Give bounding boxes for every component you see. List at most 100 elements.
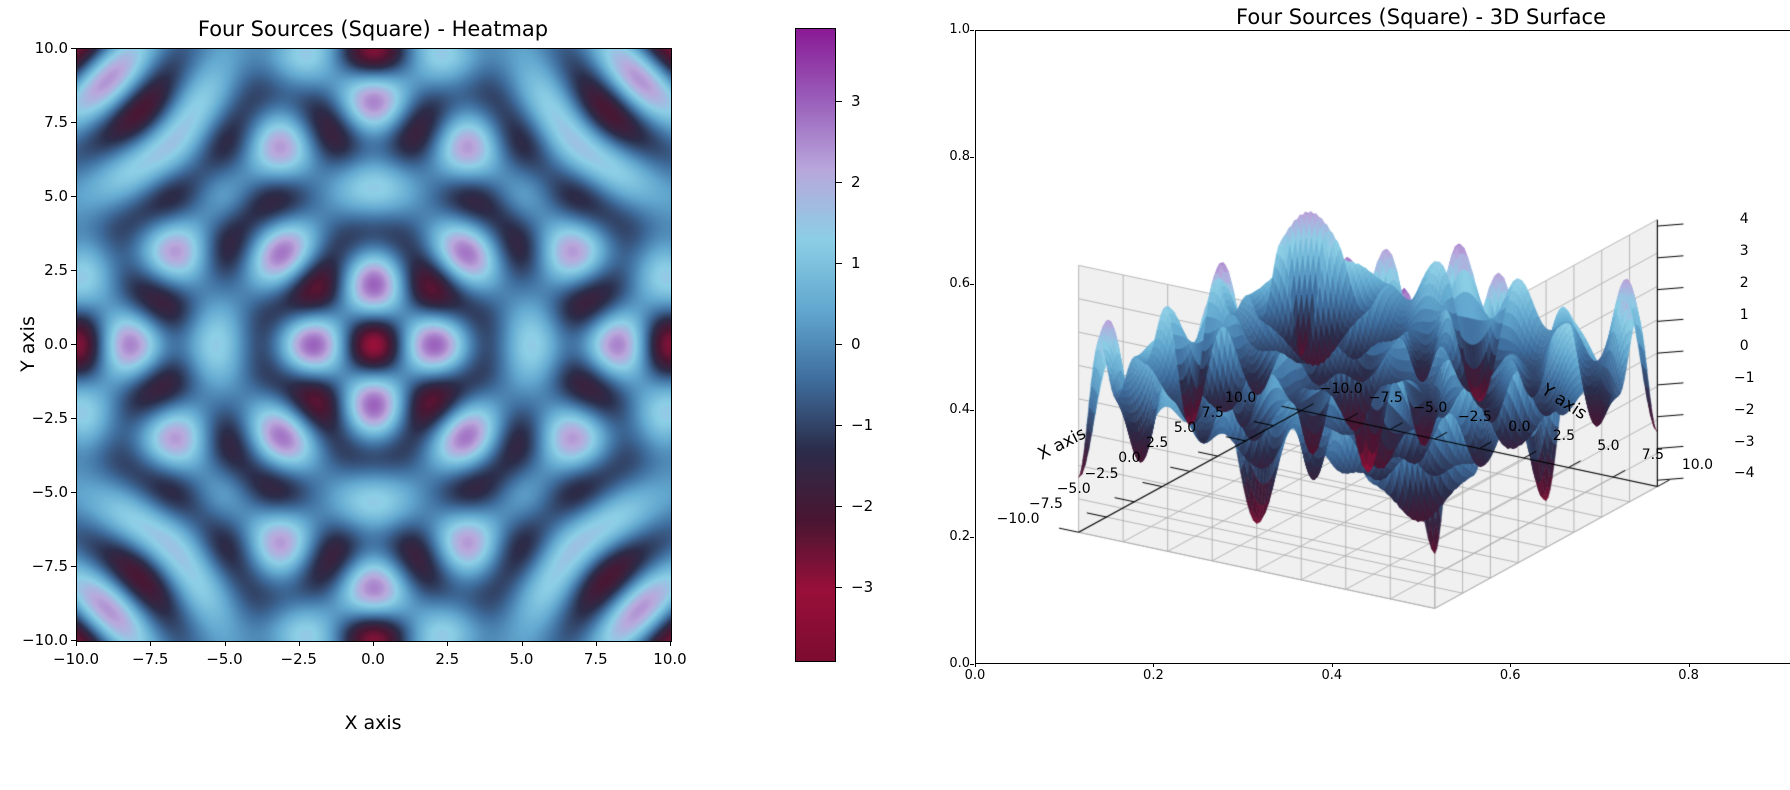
surface-xtick-label: −10.0 <box>996 511 1040 528</box>
colorbar-tick-label: 1 <box>851 253 861 272</box>
colorbar-tick-label: 0 <box>851 335 861 353</box>
heatmap-ytick-mark <box>71 492 76 493</box>
heatmap-ytick-mark <box>71 566 76 567</box>
surface-ztick-label: −4 <box>1733 465 1755 482</box>
heatmap-axes-area <box>76 48 672 642</box>
heatmap-xtick-mark <box>447 641 449 646</box>
outer-ytick-label: 0.4 <box>949 402 970 418</box>
heatmap-xtick-mark <box>373 641 374 646</box>
surface-ytick-label: 2.5 <box>1552 428 1575 445</box>
heatmap-ytick-label: 7.5 <box>44 113 68 131</box>
surface-ytick-label: 7.5 <box>1641 447 1665 464</box>
heatmap-xtick-label: −10.0 <box>53 650 99 668</box>
outer-xtick-mark <box>975 663 976 667</box>
colorbar-tick-mark <box>836 100 842 102</box>
heatmap-xtick-label: 2.5 <box>435 650 460 668</box>
colorbar-gradient <box>795 28 836 662</box>
heatmap-ytick-label: −2.5 <box>31 409 68 427</box>
heatmap-xtick-label: 10.0 <box>653 650 687 668</box>
colorbar-tick-mark <box>836 587 842 589</box>
outer-ytick-mark <box>970 537 974 539</box>
outer-ytick-mark <box>970 283 974 285</box>
outer-xtick-label: 0.2 <box>1143 668 1164 683</box>
outer-xtick-mark <box>1153 663 1155 667</box>
heatmap-xtick-mark <box>298 641 300 646</box>
outer-xtick-label: 0.6 <box>1499 668 1521 683</box>
outer-xtick-label: 0.4 <box>1321 668 1343 683</box>
outer-xtick-mark <box>1510 663 1512 667</box>
heatmap-title: Four Sources (Square) - Heatmap <box>197 17 549 41</box>
heatmap-xtick-label: 7.5 <box>583 650 608 668</box>
surface-ztick-label: 1 <box>1739 306 1749 323</box>
colorbar-tick-label: −1 <box>851 416 874 435</box>
heatmap-ytick-mark <box>71 640 76 641</box>
surface-xtick-label: 5.0 <box>1173 419 1197 436</box>
colorbar-tick-mark <box>836 506 842 508</box>
heatmap-ytick-label: 10.0 <box>34 39 68 57</box>
heatmap-x-axis-label: X axis <box>344 712 402 734</box>
heatmap-ytick-mark <box>71 270 76 271</box>
colorbar-tick-label: −3 <box>851 578 874 597</box>
outer-ytick-mark <box>970 664 974 665</box>
colorbar-tick-label: 2 <box>851 172 861 191</box>
heatmap-ytick-label: 2.5 <box>44 261 68 279</box>
surface-ytick-label: −10.0 <box>1319 380 1363 397</box>
heatmap-ytick-label: −10.0 <box>22 631 68 649</box>
heatmap-ytick-label: 0.0 <box>44 335 68 353</box>
colorbar-tick-mark <box>836 262 842 264</box>
colorbar-tick-mark <box>836 181 842 183</box>
outer-xtick-mark <box>1688 663 1690 667</box>
surface-ytick-label: 5.0 <box>1597 437 1620 454</box>
heatmap-xtick-label: −5.0 <box>206 650 243 668</box>
heatmap-xtick-mark <box>670 641 671 646</box>
outer-ytick-label: 0.2 <box>949 529 970 545</box>
colorbar-tick-label: −2 <box>851 497 874 516</box>
surface-xtick-label: −7.5 <box>1028 496 1063 513</box>
outer-xtick-label: 0.0 <box>964 668 986 683</box>
colorbar-tick-label: 3 <box>851 91 861 110</box>
surface-ytick-label: 0.0 <box>1508 418 1531 435</box>
heatmap-xtick-label: −7.5 <box>132 650 169 668</box>
surface-xtick-label: 2.5 <box>1146 435 1169 452</box>
surface-3d-plot <box>900 28 1790 668</box>
surface-xtick-label: 10.0 <box>1225 389 1257 406</box>
heatmap-ytick-mark <box>71 418 76 419</box>
heatmap-xtick-mark <box>224 641 226 646</box>
outer-ytick-mark <box>970 410 974 412</box>
surface-xtick-label: 0.0 <box>1118 450 1141 467</box>
outer-ytick-mark <box>970 30 974 31</box>
outer-ytick-label: 0.8 <box>949 148 970 164</box>
surface-ztick-label: 3 <box>1739 242 1749 259</box>
heatmap-ytick-mark <box>71 196 76 197</box>
surface-panel: Four Sources (Square) - 3D Surface 0.0 0.… <box>900 0 1790 790</box>
surface-ztick-label: −1 <box>1733 370 1755 387</box>
heatmap-ytick-mark <box>71 344 76 345</box>
heatmap-xtick-mark <box>521 641 523 646</box>
surface-xtick-label: −2.5 <box>1084 465 1119 482</box>
surface-ytick-label: 10.0 <box>1681 456 1714 473</box>
heatmap-ytick-mark <box>71 122 76 123</box>
surface-ztick-label: −3 <box>1733 433 1755 450</box>
colorbar-tick-mark <box>836 344 842 345</box>
heatmap-xtick-mark <box>150 641 152 646</box>
surface-ytick-label: −7.5 <box>1368 390 1403 407</box>
heatmap-xtick-label: 5.0 <box>509 650 534 668</box>
heatmap-xtick-label: 0.0 <box>361 650 385 668</box>
colorbar: 3 2 1 0 −1 −2 −3 <box>795 28 915 662</box>
surface-ztick-label: 0 <box>1739 338 1749 355</box>
heatmap-ytick-label: −5.0 <box>31 483 68 501</box>
heatmap-panel: Four Sources (Square) - Heatmap −10.0 −7.… <box>0 0 880 790</box>
heatmap-y-axis-label: Y axis <box>17 316 39 372</box>
heatmap-xtick-label: −2.5 <box>280 650 317 668</box>
surface-title: Four Sources (Square) - 3D Surface <box>1236 5 1606 29</box>
surface-ytick-label: −2.5 <box>1457 409 1492 426</box>
heatmap-ytick-label: 5.0 <box>44 187 68 205</box>
outer-ytick-label: 1.0 <box>949 22 970 37</box>
surface-ztick-label: 2 <box>1739 274 1749 291</box>
heatmap-ytick-mark <box>71 48 76 49</box>
outer-ytick-label: 0.0 <box>949 656 970 671</box>
surface-xtick-label: 7.5 <box>1201 404 1224 421</box>
colorbar-tick-mark <box>836 425 842 427</box>
surface-ztick-label: 4 <box>1739 211 1749 228</box>
